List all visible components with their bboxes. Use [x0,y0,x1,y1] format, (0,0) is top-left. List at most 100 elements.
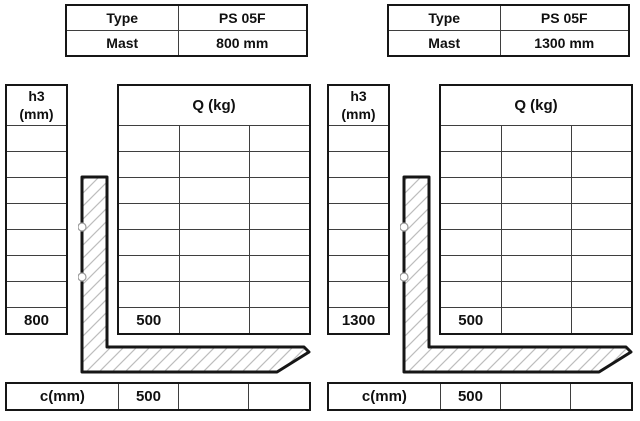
table-row [117,125,311,152]
panel-mast-800: Type PS 05F Mast 800 mm h3 (mm) 800 Q (k… [0,0,318,421]
table-cell [117,203,180,230]
table-cell [248,255,311,282]
table-row [327,255,390,282]
table-cell [5,125,68,152]
c-label: c(mm) [327,382,441,411]
c-value [570,382,633,411]
spec-type-label: Type [65,4,179,31]
table-cell [178,229,250,256]
table-cell: 1300 [327,307,390,335]
table-cell [5,203,68,230]
table-cell [117,125,180,152]
table-row [117,255,311,282]
table-row [327,151,390,178]
table-row [327,125,390,152]
c-table: c(mm) 500 [5,382,311,411]
h3-table: h3 (mm) 1300 [327,84,390,335]
fork-hole-icon [400,272,409,282]
q-header: Q (kg) [439,84,633,126]
table-row [5,203,68,230]
table-cell [178,151,250,178]
table-row [5,281,68,308]
table-cell [327,229,390,256]
table-cell [439,125,502,152]
table-cell [500,125,572,152]
table-cell [327,281,390,308]
table-cell [439,229,502,256]
spec-mast-label: Mast [65,30,179,57]
table-row [327,229,390,256]
table-cell [178,125,250,152]
table-row [439,151,633,178]
fork-hole-icon [78,222,87,232]
table-cell [248,203,311,230]
table-cell [248,125,311,152]
table-cell [178,281,250,308]
c-label: c(mm) [5,382,119,411]
spec-type-label: Type [387,4,501,31]
spec-type-value: PS 05F [499,4,630,31]
table-cell [178,255,250,282]
table-cell [5,177,68,204]
table-cell [248,307,311,335]
spec-table: Type PS 05F Mast 800 mm [65,4,308,57]
table-row [117,281,311,308]
table-row: 800 [5,307,68,335]
table-cell [327,255,390,282]
table-row [5,177,68,204]
table-cell [117,177,180,204]
fork-hole-icon [78,272,87,282]
table-row [327,177,390,204]
table-cell [5,281,68,308]
table-row [117,229,311,256]
table-cell [117,255,180,282]
spec-table: Type PS 05F Mast 1300 mm [387,4,630,57]
table-cell: 800 [5,307,68,335]
table-cell [327,177,390,204]
c-value: 500 [117,382,180,411]
spec-type-value: PS 05F [177,4,308,31]
table-cell [570,203,633,230]
table-row [117,203,311,230]
table-cell [439,203,502,230]
spec-mast-label: Mast [387,30,501,57]
h3-table: h3 (mm) 800 [5,84,68,335]
q-header: Q (kg) [117,84,311,126]
table-cell [5,229,68,256]
table-row [439,203,633,230]
table-cell [248,229,311,256]
table-cell [500,255,572,282]
table-row [327,281,390,308]
table-row [5,151,68,178]
table-cell [570,125,633,152]
c-value [178,382,250,411]
h3-header: h3 (mm) [327,84,390,126]
table-row [439,177,633,204]
table-cell [248,281,311,308]
c-value: 500 [439,382,502,411]
table-row [117,177,311,204]
fork-hole-icon [400,222,409,232]
table-cell [327,151,390,178]
table-cell [178,307,250,335]
table-cell: 500 [117,307,180,335]
table-cell [500,281,572,308]
spec-mast-value: 1300 mm [499,30,630,57]
table-row: 500 [117,307,311,335]
c-value [500,382,572,411]
table-row [5,255,68,282]
table-row [439,255,633,282]
table-row: 1300 [327,307,390,335]
table-cell [5,255,68,282]
table-row [117,151,311,178]
fork-profile-icon [78,175,311,374]
table-row [5,125,68,152]
table-row [439,125,633,152]
table-row [439,281,633,308]
spec-mast-value: 800 mm [177,30,308,57]
c-value [248,382,311,411]
table-cell [117,151,180,178]
q-table: Q (kg) 500 [439,84,634,335]
table-cell [500,307,572,335]
